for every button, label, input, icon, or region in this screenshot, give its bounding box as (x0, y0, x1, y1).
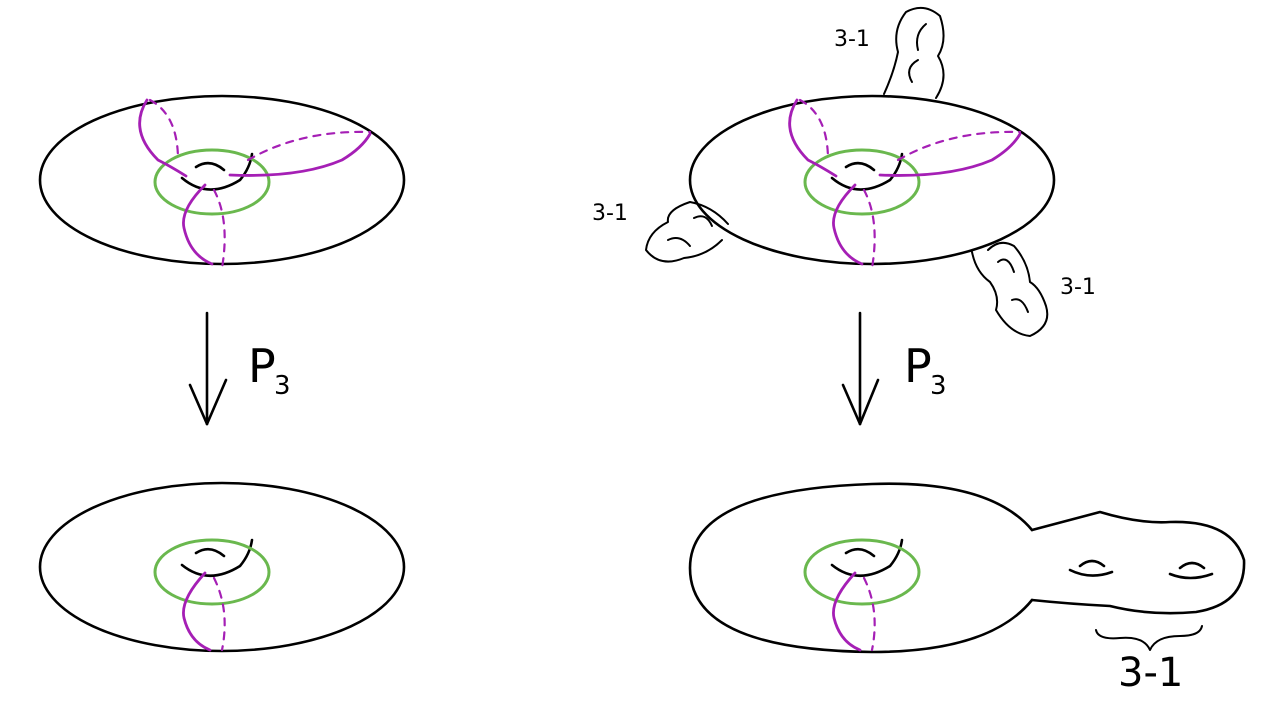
right-handle-label-top: 3-1 (834, 27, 870, 52)
left-top-torus (38, 94, 406, 270)
left-map-label: P (248, 339, 276, 393)
left-projection-arrow: P 3 (188, 311, 291, 426)
right-projection-arrow: P 3 (841, 311, 947, 426)
left-bottom-torus (38, 481, 406, 653)
right-top-surface: 3-1 3-1 3-1 (592, 6, 1096, 337)
right-brace-label: 3-1 (1118, 650, 1183, 696)
right-map-label: P (904, 339, 932, 393)
right-handle-label-left: 3-1 (592, 201, 628, 226)
right-map-subscript: 3 (930, 371, 947, 401)
right-bottom-surface: 3-1 (688, 482, 1246, 696)
right-handle-label-right: 3-1 (1060, 275, 1096, 300)
left-map-subscript: 3 (274, 371, 291, 401)
